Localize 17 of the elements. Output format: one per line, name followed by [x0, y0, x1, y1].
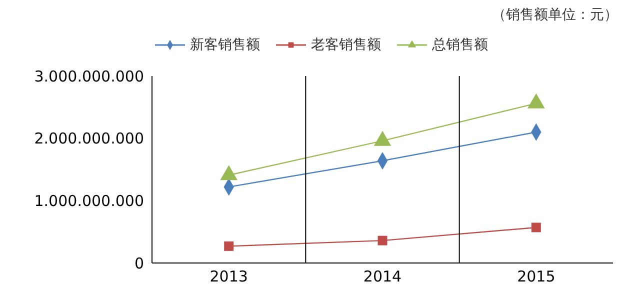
x-tick-label: 2013 — [210, 268, 248, 286]
text: （销售额单位：元） — [492, 6, 618, 24]
point — [531, 222, 541, 232]
point — [528, 93, 545, 108]
point — [224, 241, 234, 251]
legend-label: 老客销售额 — [311, 36, 381, 54]
legend-label: 新客销售额 — [190, 36, 260, 54]
x-tick-label: 2014 — [363, 268, 402, 286]
y-tick-label: 2.000.000.000 — [34, 130, 144, 148]
point — [378, 236, 388, 246]
y-tick-label: 0 — [134, 254, 144, 272]
point — [374, 130, 392, 146]
y-tick-label: 3.000.000.000 — [34, 67, 144, 86]
y-tick-label: 1.000.000.000 — [34, 192, 144, 210]
point — [220, 165, 238, 180]
x-tick-label: 2015 — [517, 268, 556, 286]
legend-label: 总销售额 — [432, 36, 488, 54]
